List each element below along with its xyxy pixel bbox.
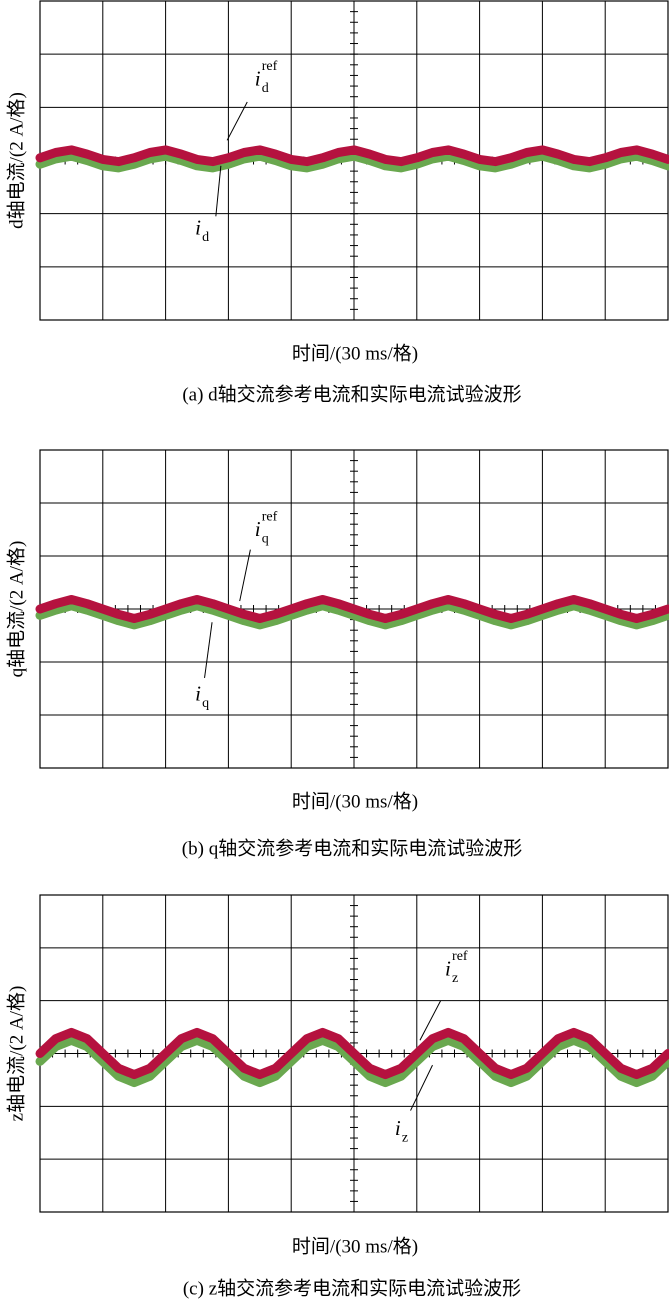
annotation-subscript: d xyxy=(202,230,209,245)
annotation-symbol: i xyxy=(395,1116,401,1140)
waveform xyxy=(35,1027,669,1080)
y-axis-label: q轴电流/(2 A/格) xyxy=(5,541,27,678)
waveform xyxy=(35,601,669,630)
y-axis-label: d轴电流/(2 A/格) xyxy=(5,92,27,229)
annotation-superscript: ref xyxy=(452,949,468,964)
annotation-subscript: z xyxy=(402,1130,408,1145)
waveform xyxy=(35,1035,669,1088)
x-axis-label: 时间/(30 ms/格) xyxy=(292,1235,418,1257)
annotation-symbol: i xyxy=(195,215,201,239)
waveform xyxy=(35,145,669,167)
leader-line xyxy=(215,165,222,217)
annotation-symbol: i xyxy=(445,956,451,980)
x-axis-label: 时间/(30 ms/格) xyxy=(292,342,418,364)
waveform xyxy=(35,595,669,623)
y-axis-label: z轴电流/(2 A/格) xyxy=(5,986,27,1122)
annotation-superscript: ref xyxy=(262,509,278,524)
leader-line xyxy=(239,549,251,602)
leader-line xyxy=(419,1000,442,1041)
annotation-subscript: z xyxy=(452,971,458,986)
annotation-subscript: d xyxy=(262,81,269,96)
annotation-symbol: i xyxy=(255,517,261,541)
annotation-symbol: i xyxy=(195,682,201,706)
annotation-superscript: ref xyxy=(262,59,278,74)
waveform xyxy=(35,151,669,173)
caption: (a) d轴交流参考电流和实际电流试验波形 xyxy=(182,383,521,405)
caption: (b) q轴交流参考电流和实际电流试验波形 xyxy=(182,837,522,859)
annotation-symbol: i xyxy=(255,67,261,91)
caption: (c) z轴交流参考电流和实际电流试验波形 xyxy=(183,1277,521,1299)
leader-line xyxy=(226,101,248,141)
annotation-subscript: q xyxy=(262,531,269,546)
leader-line xyxy=(204,622,213,678)
annotation-subscript: q xyxy=(202,696,209,711)
leader-line xyxy=(410,1064,433,1111)
x-axis-label: 时间/(30 ms/格) xyxy=(292,790,418,812)
